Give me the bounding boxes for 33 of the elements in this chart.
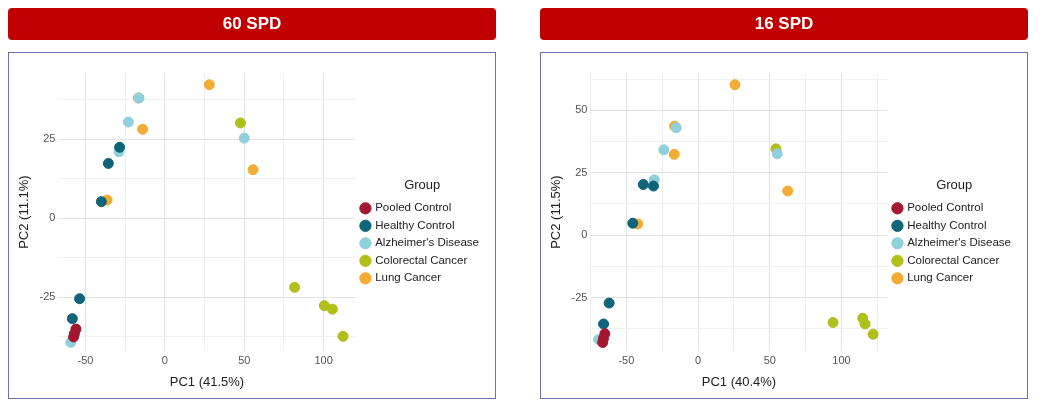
legend-label: Lung Cancer (907, 271, 974, 284)
x-axis-title: PC1 (40.4%) (701, 373, 777, 389)
x-tick-label: 50 (238, 353, 251, 366)
x-tick-label: 0 (695, 353, 702, 366)
x-tick-label: -50 (77, 353, 94, 366)
legend-label: Alzheimer's Disease (375, 236, 480, 249)
x-tick-label: 100 (314, 353, 333, 366)
y-tick-label: 25 (575, 165, 588, 178)
chart-title: 16 SPD (540, 8, 1028, 40)
legend-label: Healthy Control (375, 218, 455, 231)
legend-title: Group (404, 177, 441, 193)
chart-title: 60 SPD (8, 8, 496, 40)
y-axis-title: PC2 (11.5%) (548, 175, 564, 249)
y-tick-label: -25 (39, 290, 56, 303)
x-axis-title: PC1 (41.5%) (169, 373, 245, 389)
legend-label: Pooled Control (375, 201, 452, 214)
y-tick-label: -25 (571, 290, 588, 303)
y-tick-label: 0 (581, 228, 588, 241)
legend-label: Lung Cancer (375, 271, 442, 284)
y-tick-label: 0 (49, 211, 56, 224)
x-tick-label: 100 (832, 353, 851, 366)
y-tick-label: 50 (575, 103, 588, 116)
x-tick-label: -50 (618, 353, 635, 366)
legend-label: Colorectal Cancer (907, 253, 1000, 266)
legend-label: Healthy Control (907, 218, 987, 231)
x-tick-label: 0 (161, 353, 168, 366)
legend-label: Pooled Control (907, 201, 984, 214)
legend-title: Group (936, 177, 973, 193)
y-tick-label: 25 (43, 132, 56, 145)
y-axis-title: PC2 (11.1%) (16, 175, 32, 249)
legend-label: Alzheimer's Disease (907, 236, 1012, 249)
legend-label: Colorectal Cancer (375, 253, 468, 266)
x-tick-label: 50 (763, 353, 776, 366)
